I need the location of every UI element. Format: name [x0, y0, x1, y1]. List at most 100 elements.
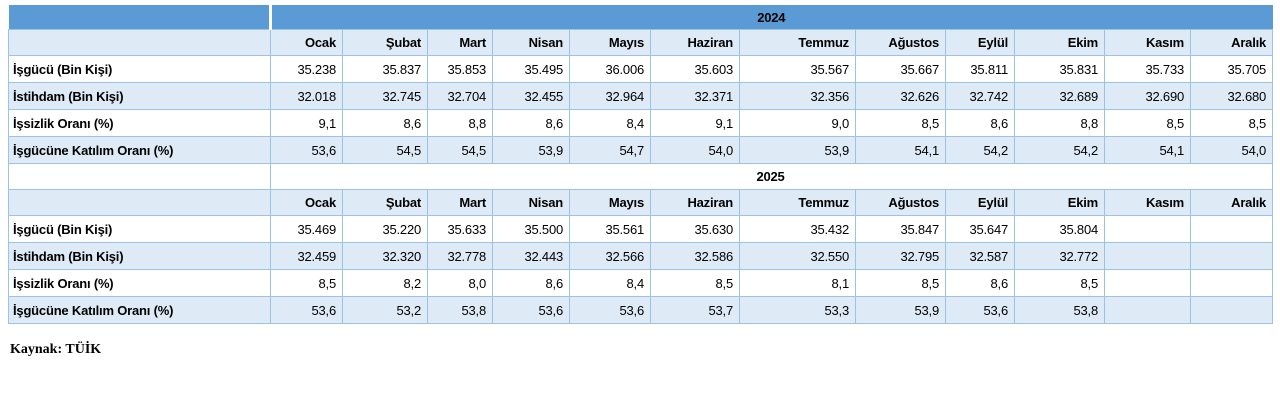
- table-cell: [1104, 215, 1191, 243]
- table-cell: 8,1: [739, 269, 856, 297]
- table-cell: 32.778: [427, 242, 493, 270]
- month-header: Aralık: [1189, 29, 1274, 56]
- table-cell: 32.690: [1104, 82, 1191, 110]
- month-header: Aralık: [1189, 189, 1274, 216]
- row-label: İşsizlik Oranı (%): [8, 269, 271, 297]
- year-band-spacer: [8, 163, 271, 190]
- table-cell: 32.018: [270, 82, 343, 110]
- table-cell: 32.964: [569, 82, 651, 110]
- table-cell: 53,9: [739, 136, 856, 164]
- table-cell: [1104, 296, 1191, 324]
- month-header: Kasım: [1104, 29, 1191, 56]
- table-row-employment-2025: İstihdam (Bin Kişi) 32.459 32.320 32.778…: [8, 242, 1274, 270]
- table-cell: 35.804: [1014, 215, 1105, 243]
- table-cell: 32.320: [342, 242, 428, 270]
- table-cell: 32.550: [739, 242, 856, 270]
- table-cell: 32.742: [945, 82, 1015, 110]
- table-cell: 53,8: [427, 296, 493, 324]
- month-header: Ağustos: [855, 189, 946, 216]
- table-cell: [1189, 269, 1274, 297]
- month-header: Nisan: [492, 29, 570, 56]
- table-cell: [1104, 242, 1191, 270]
- table-cell: 32.459: [270, 242, 343, 270]
- table-cell: 35.469: [270, 215, 343, 243]
- table-cell: 35.853: [427, 55, 493, 83]
- table-cell: 32.745: [342, 82, 428, 110]
- table-cell: 32.772: [1014, 242, 1105, 270]
- table-cell: 8,4: [569, 109, 651, 137]
- month-header: Ocak: [270, 29, 343, 56]
- table-cell: 53,6: [492, 296, 570, 324]
- year-band-spacer: [8, 5, 271, 30]
- table-cell: 32.704: [427, 82, 493, 110]
- header-corner-cell: [8, 29, 271, 56]
- table-cell: 35.667: [855, 55, 946, 83]
- table-cell: 54,2: [945, 136, 1015, 164]
- table-cell: 35.238: [270, 55, 343, 83]
- table-cell: 53,6: [270, 296, 343, 324]
- labour-statistics-table: 2024 Ocak Şubat Mart Nisan Mayıs Haziran…: [8, 5, 1274, 324]
- table-cell: 32.371: [650, 82, 740, 110]
- year-label-2024: 2024: [268, 5, 1273, 30]
- month-header: Eylül: [945, 29, 1015, 56]
- table-cell: 9,1: [270, 109, 343, 137]
- table-cell: 8,8: [427, 109, 493, 137]
- table-cell: 8,6: [945, 269, 1015, 297]
- month-header: Haziran: [650, 29, 740, 56]
- table-cell: 8,5: [650, 269, 740, 297]
- table-cell: 8,5: [1104, 109, 1191, 137]
- row-label: İşgücü (Bin Kişi): [8, 55, 271, 83]
- table-cell: 35.831: [1014, 55, 1105, 83]
- table-cell: 54,2: [1014, 136, 1105, 164]
- table-cell: 35.567: [739, 55, 856, 83]
- table-cell: 53,8: [1014, 296, 1105, 324]
- table-cell: 53,7: [650, 296, 740, 324]
- table-cell: 35.705: [1189, 55, 1274, 83]
- table-cell: 8,0: [427, 269, 493, 297]
- table-cell: 35.630: [650, 215, 740, 243]
- table-row-labour-force-2025: İşgücü (Bin Kişi) 35.469 35.220 35.633 3…: [8, 215, 1274, 243]
- table-cell: 8,4: [569, 269, 651, 297]
- table-cell: 53,9: [855, 296, 946, 324]
- table-cell: 8,8: [1014, 109, 1105, 137]
- table-cell: 35.733: [1104, 55, 1191, 83]
- month-header: Mart: [427, 189, 493, 216]
- row-label: İşgücüne Katılım Oranı (%): [8, 136, 271, 164]
- table-cell: 8,5: [1014, 269, 1105, 297]
- table-row-employment-2024: İstihdam (Bin Kişi) 32.018 32.745 32.704…: [8, 82, 1274, 110]
- month-header: Haziran: [650, 189, 740, 216]
- month-header: Eylül: [945, 189, 1015, 216]
- table-row-participation-rate-2025: İşgücüne Katılım Oranı (%) 53,6 53,2 53,…: [8, 296, 1274, 324]
- table-cell: 32.566: [569, 242, 651, 270]
- row-label: İşsizlik Oranı (%): [8, 109, 271, 137]
- month-header: Ağustos: [855, 29, 946, 56]
- table-cell: 54,1: [1104, 136, 1191, 164]
- month-header: Mart: [427, 29, 493, 56]
- table-cell: 35.837: [342, 55, 428, 83]
- table-row-unemployment-rate-2025: İşsizlik Oranı (%) 8,5 8,2 8,0 8,6 8,4 8…: [8, 269, 1274, 297]
- month-header-row-2025: Ocak Şubat Mart Nisan Mayıs Haziran Temm…: [8, 189, 1274, 216]
- month-header: Ocak: [270, 189, 343, 216]
- table-row-participation-rate-2024: İşgücüne Katılım Oranı (%) 53,6 54,5 54,…: [8, 136, 1274, 164]
- table-cell: 32.626: [855, 82, 946, 110]
- month-header: Nisan: [492, 189, 570, 216]
- month-header: Ekim: [1014, 29, 1105, 56]
- table-cell: 35.603: [650, 55, 740, 83]
- source-note: Kaynak: TÜİK: [10, 342, 102, 357]
- month-header: Mayıs: [569, 189, 651, 216]
- table-cell: 8,6: [945, 109, 1015, 137]
- row-label: İstihdam (Bin Kişi): [8, 242, 271, 270]
- table-cell: 35.847: [855, 215, 946, 243]
- table-cell: 35.432: [739, 215, 856, 243]
- table-cell: 32.689: [1014, 82, 1105, 110]
- table-cell: 53,6: [569, 296, 651, 324]
- table-cell: [1104, 269, 1191, 297]
- table-cell: [1189, 296, 1274, 324]
- table-cell: 8,5: [855, 269, 946, 297]
- table-cell: 8,6: [492, 269, 570, 297]
- row-label: İşgücü (Bin Kişi): [8, 215, 271, 243]
- month-header: Ekim: [1014, 189, 1105, 216]
- table-cell: 35.633: [427, 215, 493, 243]
- table-cell: 8,6: [492, 109, 570, 137]
